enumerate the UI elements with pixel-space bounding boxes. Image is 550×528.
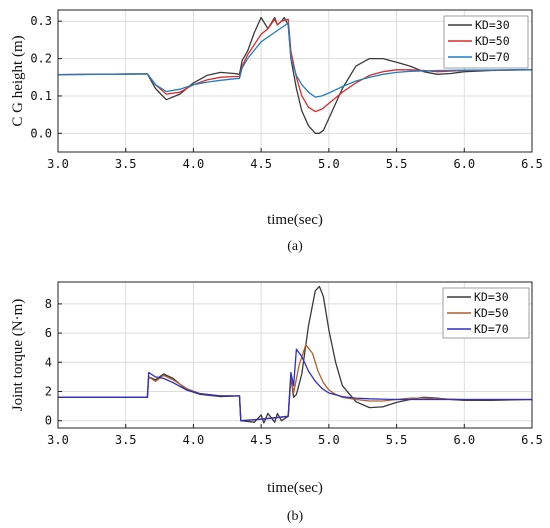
axes-frame [57,9,533,153]
x-tick-label: 5.0 [318,157,340,171]
x-tick-label: 6.0 [453,157,475,171]
y-tick-label: 2 [45,385,52,399]
x-axis-label: time(sec) [267,212,323,228]
y-tick-label: 0.0 [30,126,52,140]
legend-label: KD=70 [474,322,509,336]
y-axis-label: Joint torque (N·m) [10,299,26,411]
legend-label: KD=50 [474,306,509,320]
y-tick-label: 6 [45,326,52,340]
y-tick-label: 0.3 [30,14,52,28]
x-axis-label: time(sec) [267,480,323,496]
chart-panel-a: 3.0 3.5 4.0 4.5 5.0 5.5 6.0 6.5 0.0 0.1 0.2 0.3 KD=3… [10,9,543,254]
series-group [58,16,532,134]
x-tick-label: 5.0 [318,433,340,447]
x-tick-label: 4.5 [250,433,272,447]
series-line-kd-70 [58,22,532,98]
y-tick-label: 8 [45,297,52,311]
x-tick-label: 6.5 [521,433,543,447]
y-axis-label: C G height (m) [10,35,26,126]
legend: KD=30 KD=50 KD=70 [442,287,530,339]
series-line-kd-50 [58,18,532,113]
x-tick-label: 6.5 [521,157,543,171]
x-tick-label: 3.0 [47,433,69,447]
y-tick-label: 0.1 [30,89,52,103]
series-line-kd-70 [58,348,532,422]
x-tick-label: 4.0 [183,157,205,171]
figure-caption: (b) [287,509,304,524]
legend-label: KD=30 [475,18,510,32]
y-tick-label: 0.2 [30,52,52,66]
series-group [58,285,532,424]
x-tick-label: 3.5 [115,433,137,447]
x-tick-label: 6.0 [453,433,475,447]
x-tick-label: 4.0 [183,433,205,447]
figure-caption: (a) [287,239,303,254]
legend-label: KD=30 [474,290,509,304]
legend-label: KD=70 [475,50,510,64]
legend: KD=30 KD=50 KD=70 [443,15,529,69]
x-tick-label: 3.0 [47,157,69,171]
x-tick-label: 3.5 [115,157,137,171]
y-tick-label: 4 [45,355,52,369]
x-tick-label: 5.5 [386,433,408,447]
x-tick-label: 4.5 [250,157,272,171]
x-tick-label: 5.5 [386,157,408,171]
axes-frame [57,281,533,429]
y-tick-label: 0 [45,414,52,428]
legend-label: KD=50 [475,34,510,48]
